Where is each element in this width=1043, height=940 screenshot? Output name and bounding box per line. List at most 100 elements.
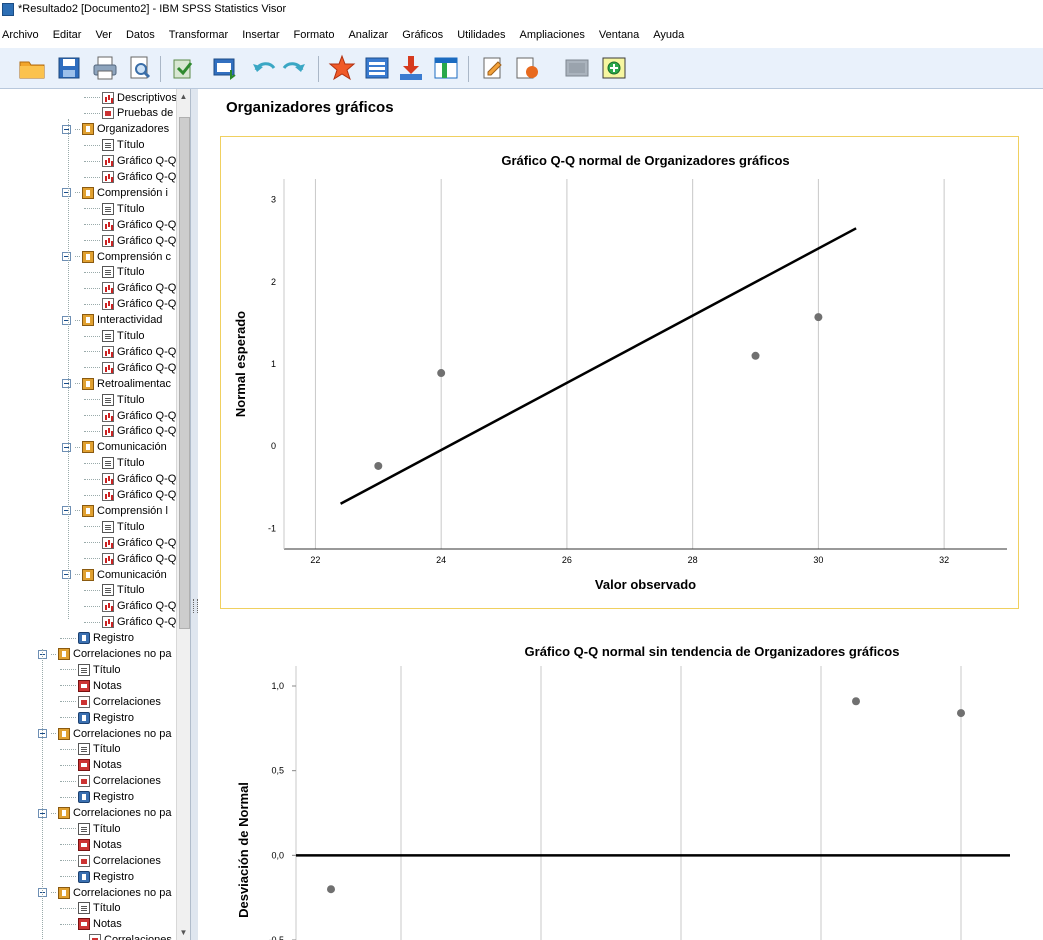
- tree-node[interactable]: Gráfico Q-Q: [84, 297, 176, 312]
- menu-transformar[interactable]: Transformar: [168, 29, 229, 41]
- splitter-grip-icon[interactable]: [193, 599, 198, 613]
- tree-node[interactable]: Gráfico Q-Q: [84, 233, 176, 248]
- scroll-thumb[interactable]: [179, 117, 190, 629]
- tree-node[interactable]: Comprensión i: [62, 185, 168, 200]
- tree-node[interactable]: Título: [60, 821, 121, 836]
- menu-ayuda[interactable]: Ayuda: [653, 29, 685, 41]
- menu-editar[interactable]: Editar: [52, 29, 82, 41]
- tree-node[interactable]: Registro: [60, 631, 134, 646]
- selected-chart-frame[interactable]: Gráfico Q-Q normal de Organizadores gráf…: [220, 136, 1019, 609]
- goto-case-icon[interactable]: [363, 54, 391, 82]
- tree-node[interactable]: Pruebas de nor: [84, 106, 192, 121]
- tree-node[interactable]: Correlaciones: [60, 853, 161, 868]
- collapse-toggle-icon[interactable]: [62, 442, 71, 452]
- tree-node[interactable]: Gráfico Q-Q: [84, 408, 176, 423]
- tree-node[interactable]: Título: [60, 742, 121, 757]
- save-icon[interactable]: [55, 54, 83, 82]
- tree-node[interactable]: Título: [84, 265, 145, 280]
- tree-node[interactable]: Gráfico Q-Q: [84, 154, 176, 169]
- scroll-down-arrow-icon[interactable]: ▼: [179, 928, 188, 937]
- scroll-up-arrow-icon[interactable]: ▲: [179, 92, 188, 101]
- open-folder-icon[interactable]: [18, 54, 46, 82]
- insert-text-icon[interactable]: [513, 54, 541, 82]
- menu-ampliaciones[interactable]: Ampliaciones: [519, 29, 585, 41]
- menu-gráficos[interactable]: Gráficos: [402, 29, 444, 41]
- redo-icon[interactable]: [280, 54, 308, 82]
- tree-node[interactable]: Correlaciones no pa: [38, 647, 171, 662]
- tree-node[interactable]: Gráfico Q-Q: [84, 551, 176, 566]
- tree-node[interactable]: Interactividad: [62, 313, 162, 328]
- tree-node[interactable]: Correlaciones: [60, 774, 161, 789]
- tree-node[interactable]: Registro: [60, 790, 134, 805]
- tree-node[interactable]: Notas: [60, 758, 122, 773]
- tree-node[interactable]: Descriptivos: [84, 90, 177, 105]
- collapse-toggle-icon[interactable]: [62, 252, 71, 261]
- tree-node[interactable]: → Correlaciones: [60, 933, 172, 940]
- tree-node[interactable]: Gráfico Q-Q: [84, 170, 176, 185]
- goto-data-icon[interactable]: [328, 54, 356, 82]
- menu-ver[interactable]: Ver: [95, 29, 112, 41]
- goto-variable-icon[interactable]: [397, 54, 425, 82]
- tree-node[interactable]: Comprensión c: [62, 249, 171, 264]
- tree-node[interactable]: Gráfico Q-Q: [84, 217, 176, 232]
- tree-node[interactable]: Retroalimentac: [62, 376, 171, 391]
- menu-archivo[interactable]: Archivo: [2, 29, 39, 41]
- tree-node[interactable]: Título: [84, 201, 145, 216]
- tree-node[interactable]: Registro: [60, 869, 134, 884]
- insert-title-icon[interactable]: [480, 54, 508, 82]
- tree-node[interactable]: Gráfico Q-Q: [84, 424, 176, 439]
- tree-node[interactable]: Título: [84, 392, 145, 407]
- pane-splitter[interactable]: [190, 89, 199, 940]
- collapse-toggle-icon[interactable]: [62, 315, 71, 325]
- tree-node[interactable]: Título: [84, 138, 145, 153]
- tree-node[interactable]: Notas: [60, 917, 122, 932]
- tree-node[interactable]: Correlaciones no pa: [38, 806, 171, 821]
- tree-node[interactable]: Registro: [60, 710, 134, 725]
- tree-node[interactable]: Gráfico Q-Q: [84, 599, 176, 614]
- tree-node[interactable]: Gráfico Q-Q: [84, 488, 176, 503]
- tree-node[interactable]: Título: [84, 456, 145, 471]
- print-icon[interactable]: [91, 54, 119, 82]
- outline-pane[interactable]: Descriptivos Pruebas de nor Organizadores T…: [0, 89, 197, 940]
- tree-node[interactable]: Comprensión l: [62, 503, 168, 518]
- tree-node[interactable]: Organizadores: [62, 122, 169, 137]
- tree-node[interactable]: Notas: [60, 837, 122, 852]
- hide-icon[interactable]: [563, 54, 591, 82]
- show-icon[interactable]: [600, 54, 628, 82]
- collapse-toggle-icon[interactable]: [62, 188, 71, 198]
- collapse-toggle-icon[interactable]: [62, 570, 71, 579]
- tree-node[interactable]: Título: [60, 662, 121, 677]
- tree-node[interactable]: Correlaciones no pa: [38, 726, 171, 741]
- undo-icon[interactable]: [250, 54, 278, 82]
- menu-analizar[interactable]: Analizar: [348, 29, 389, 41]
- tree-node[interactable]: Título: [84, 329, 145, 344]
- variables-icon[interactable]: [432, 54, 460, 82]
- tree-node[interactable]: Comunicación: [62, 440, 167, 455]
- collapse-toggle-icon[interactable]: [62, 124, 71, 134]
- detrended-qq-chart[interactable]: Gráfico Q-Q normal sin tendencia de Orga…: [198, 610, 1043, 940]
- qq-chart[interactable]: Gráfico Q-Q normal de Organizadores gráf…: [221, 137, 1018, 608]
- outline-scrollbar[interactable]: ▲ ▼: [176, 89, 191, 940]
- export-icon[interactable]: [168, 54, 196, 82]
- tree-node[interactable]: Título: [84, 583, 145, 598]
- menu-ventana[interactable]: Ventana: [598, 29, 640, 41]
- tree-node[interactable]: Gráfico Q-Q: [84, 472, 176, 487]
- tree-node[interactable]: Gráfico Q-Q: [84, 281, 176, 296]
- tree-node[interactable]: Título: [60, 901, 121, 916]
- tree-node[interactable]: Notas: [60, 678, 122, 693]
- menu-datos[interactable]: Datos: [125, 29, 155, 41]
- tree-node[interactable]: Gráfico Q-Q: [84, 535, 176, 550]
- tree-node[interactable]: Gráfico Q-Q: [84, 344, 176, 359]
- collapse-toggle-icon[interactable]: [62, 379, 71, 389]
- tree-node[interactable]: Correlaciones: [60, 694, 161, 709]
- tree-node[interactable]: Gráfico Q-Q: [84, 360, 176, 375]
- print-preview-icon[interactable]: [126, 54, 154, 82]
- tree-node[interactable]: Gráfico Q-Q: [84, 615, 176, 630]
- collapse-toggle-icon[interactable]: [62, 506, 71, 516]
- tree-node[interactable]: Título: [84, 519, 145, 534]
- menu-insertar[interactable]: Insertar: [242, 29, 280, 41]
- menu-formato[interactable]: Formato: [293, 29, 335, 41]
- tree-node[interactable]: Correlaciones no pa: [38, 885, 171, 900]
- menu-utilidades[interactable]: Utilidades: [457, 29, 506, 41]
- recall-dialog-icon[interactable]: [211, 54, 239, 82]
